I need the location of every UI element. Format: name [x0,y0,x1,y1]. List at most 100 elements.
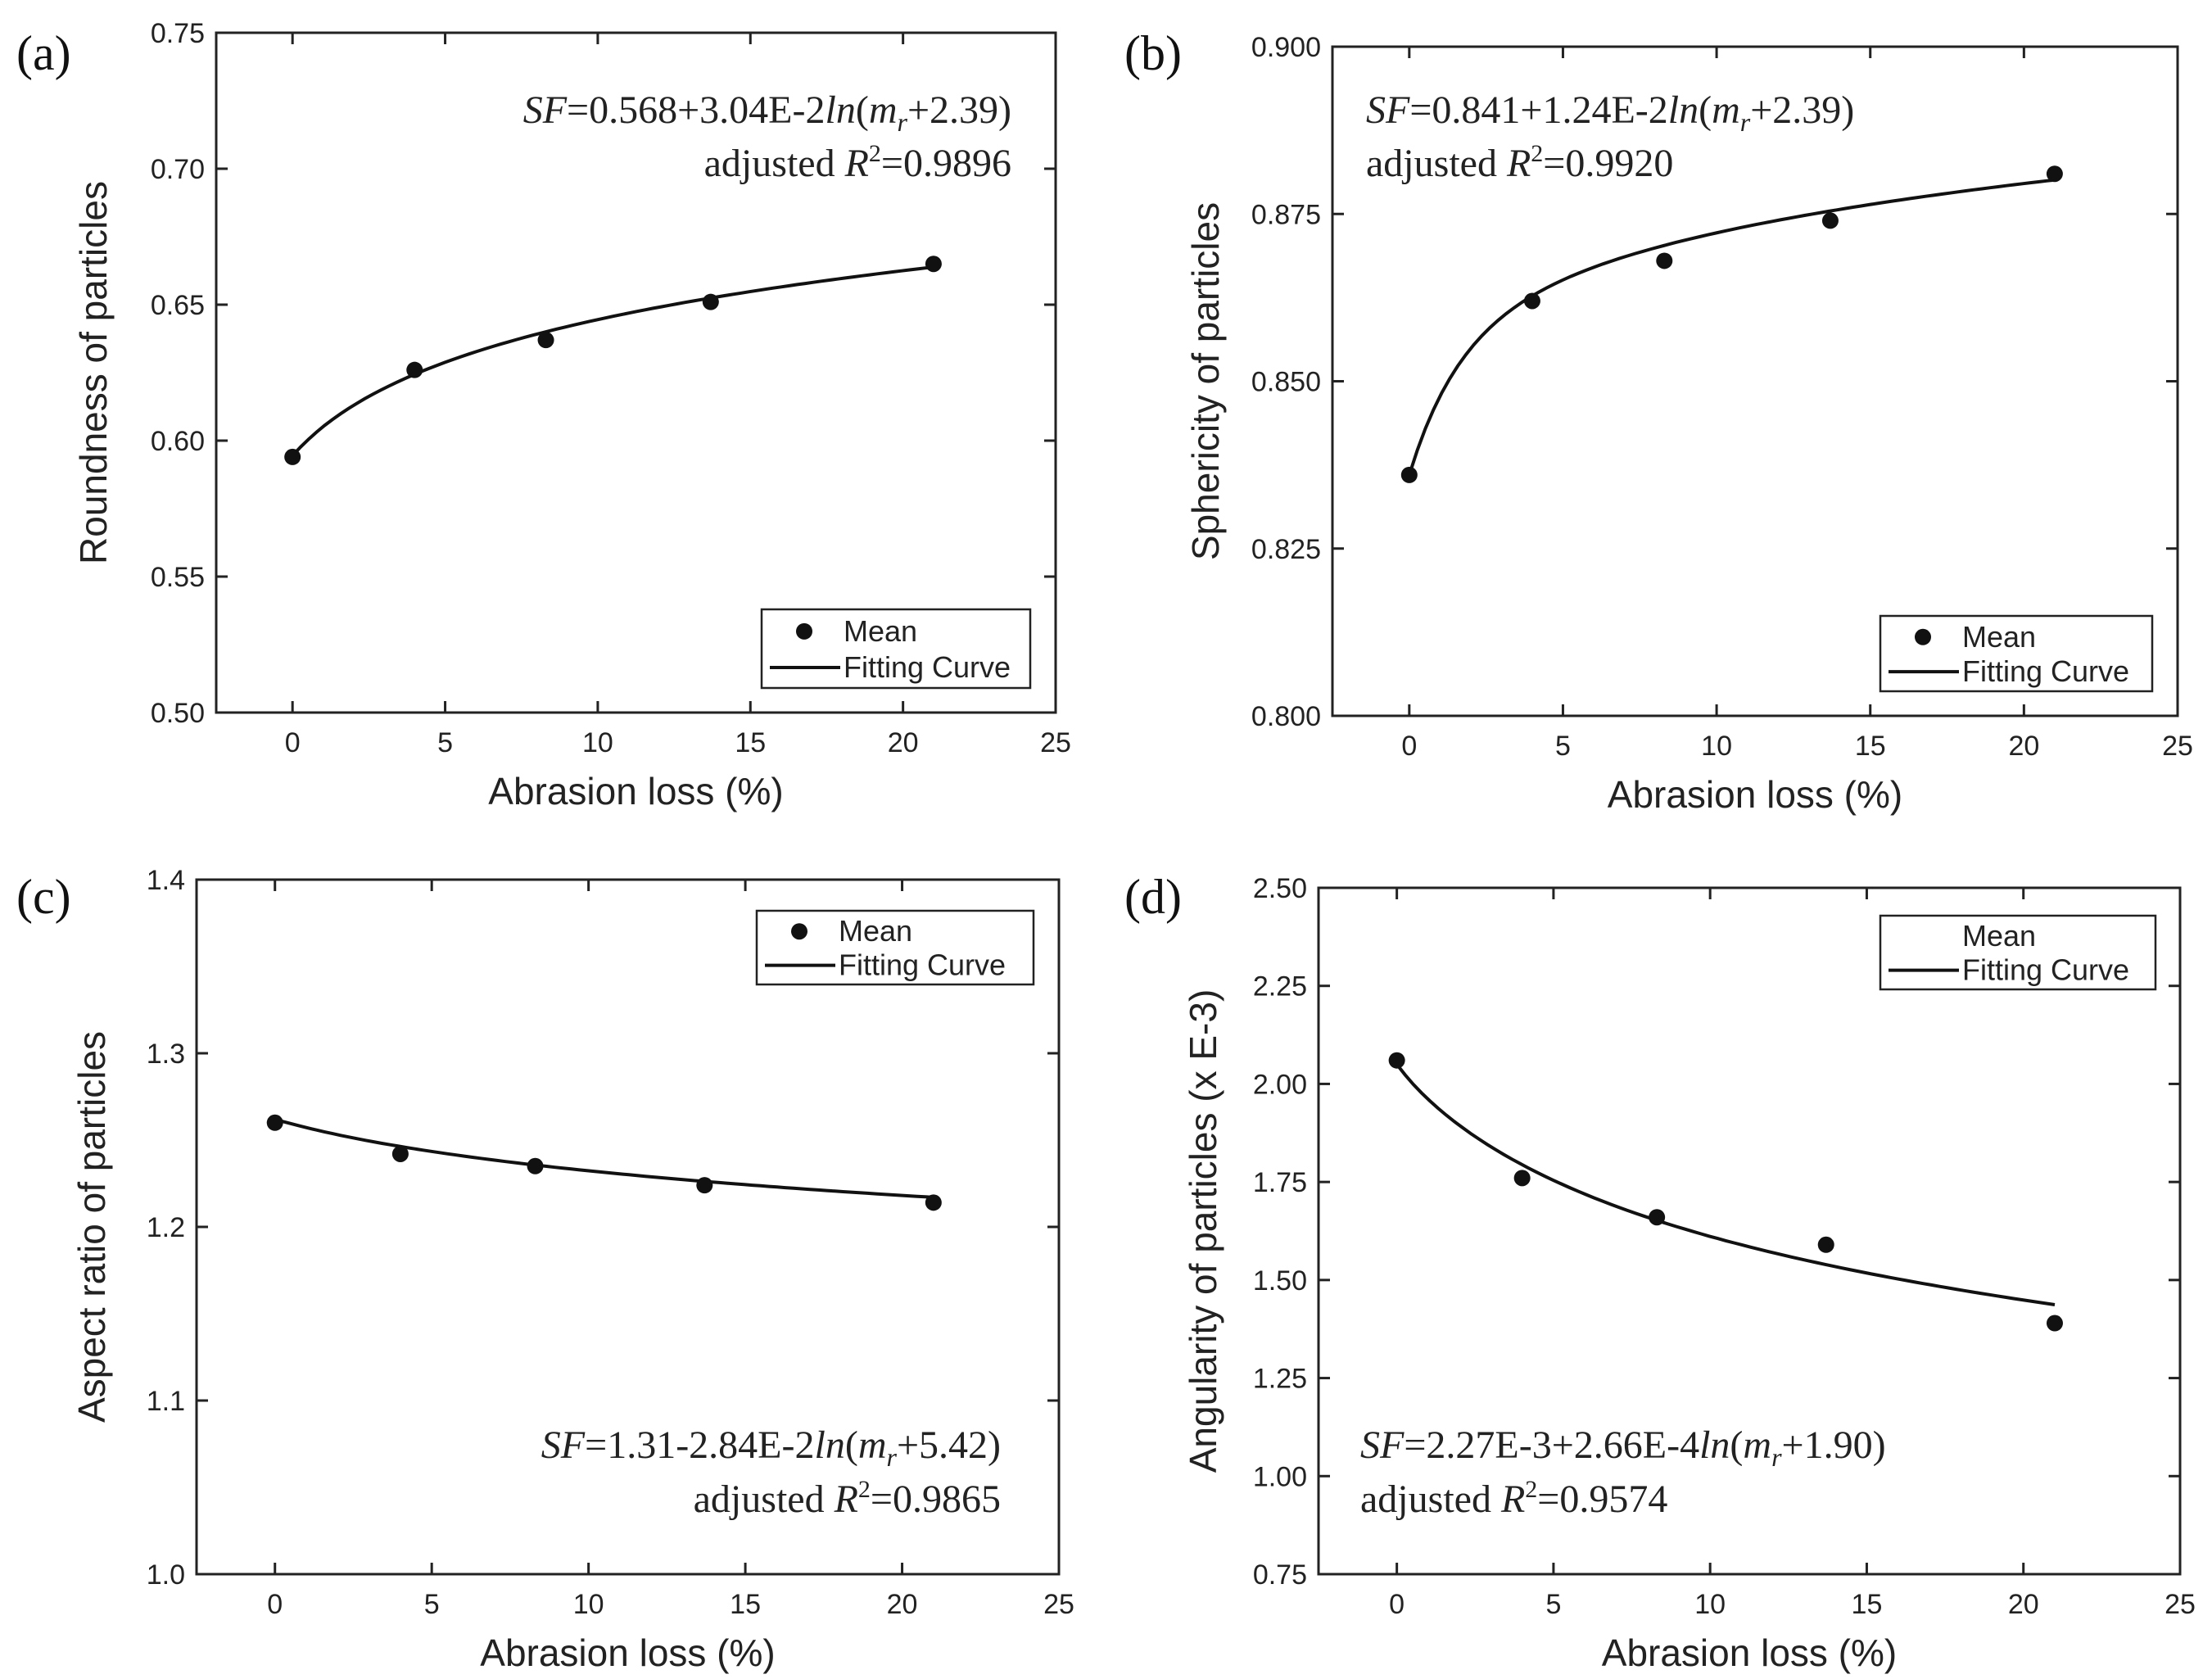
y-axis-title: Angularity of particles (x E-3) [1182,989,1224,1473]
y-tick-label: 0.75 [151,18,205,49]
y-tick-label: 2.50 [1253,873,1307,904]
legend-fit-label: Fitting Curve [1962,654,2129,688]
y-tick-label: 0.850 [1251,367,1321,398]
panel-3: (d) 0 5 10 15 20 25 0.75 1.00 1.25 1.50 1.75 2.00 2.2… [1124,870,2196,1674]
y-tick-label: 2.00 [1253,1069,1307,1100]
y-tick-label: 1.00 [1253,1461,1307,1492]
y-tick-label: 0.70 [151,154,205,185]
x-tick-label: 10 [573,1589,604,1620]
x-tick-label: 25 [1043,1589,1074,1620]
x-tick-label: 15 [1852,1589,1883,1620]
y-tick-label: 1.4 [147,865,185,896]
y-tick-label: 1.0 [147,1559,185,1591]
panel-label: (d) [1124,870,1182,924]
data-point [537,332,554,349]
legend-mean-label: Mean [1962,919,2036,953]
y-axis-title: Aspect ratio of particles [70,1031,113,1423]
legend-mean-label: Mean [844,614,917,648]
x-tick-label: 15 [1855,731,1886,762]
data-point [925,256,942,273]
x-tick-label: 20 [2008,1589,2039,1620]
y-tick-label: 1.2 [147,1212,185,1243]
data-point [1388,1052,1405,1069]
legend-fit-label: Fitting Curve [1962,953,2129,987]
fitting-curve [291,265,934,457]
y-tick-label: 1.25 [1253,1364,1307,1395]
x-tick-label: 10 [582,727,613,758]
legend-box [755,909,1035,986]
fitting-curve [274,1117,934,1199]
x-tick-label: 5 [1555,731,1571,762]
fitting-curve [1396,1063,2056,1306]
x-tick-label: 25 [2162,731,2193,762]
r-squared-text: adjusted R2=0.9574 [1360,1476,1667,1521]
legend-fit-label: Fitting Curve [844,650,1011,684]
equation-text: SF=0.841+1.24E-2ln(mr+2.39) [1366,88,1854,137]
r-squared-text: adjusted R2=0.9920 [1366,140,1673,185]
legend-marker [791,923,807,940]
x-tick-label: 10 [1694,1589,1726,1620]
r-squared-text: adjusted R2=0.9896 [704,140,1011,185]
legend-box [1879,614,2154,693]
legend-marker [796,622,812,640]
legend-fit-label: Fitting Curve [839,948,1006,982]
data-point [702,293,719,310]
panel-0: (a) 0 5 10 15 20 25 0.50 0.55 0.60 0.65 0.70 0.75 Abr… [16,18,1071,812]
equation-text: SF=2.27E-3+2.66E-4ln(mr+1.90) [1360,1423,1886,1472]
data-point [1400,466,1418,483]
x-tick-label: 20 [887,1589,918,1620]
y-tick-label: 0.75 [1253,1559,1307,1591]
plot-frame [1317,886,2182,1576]
y-tick-label: 0.55 [151,562,205,593]
legend-box [1879,914,2157,991]
data-point [527,1157,544,1174]
y-tick-label: 0.60 [151,426,205,457]
x-tick-label: 15 [730,1589,761,1620]
data-point [391,1145,409,1162]
r-squared-text: adjusted R2=0.9865 [694,1476,1001,1521]
data-point [266,1114,283,1131]
data-point [1513,1170,1531,1187]
x-tick-label: 0 [1401,731,1417,762]
y-tick-label: 1.3 [147,1039,185,1070]
y-tick-label: 0.800 [1251,701,1321,732]
x-tick-label: 5 [1545,1589,1561,1620]
y-tick-label: 0.65 [151,290,205,321]
x-tick-label: 0 [285,727,301,758]
legend-mean-label: Mean [839,914,912,948]
y-tick-label: 1.50 [1253,1265,1307,1297]
data-point [1656,252,1673,269]
y-tick-label: 0.825 [1251,534,1321,565]
data-point [2046,165,2063,183]
x-tick-label: 5 [424,1589,440,1620]
legend-box [760,608,1032,690]
legend-marker [1915,628,1931,645]
y-axis-title: Sphericity of particles [1184,202,1227,560]
data-point [1523,292,1540,310]
plot-frame [215,31,1057,714]
equation-text: SF=1.31-2.84E-2ln(mr+5.42) [541,1423,1001,1472]
y-tick-label: 0.875 [1251,199,1321,230]
panel-label: (b) [1124,26,1182,80]
panel-1: (b) 0 5 10 15 20 25 0.800 0.825 0.850 0.875 0.900 Ab… [1124,26,2193,816]
panel-2: (c) 0 5 10 15 20 25 1.0 1.1 1.2 1.3 1.4 Abrasion los… [16,865,1074,1674]
data-point [1649,1209,1666,1226]
x-tick-label: 10 [1701,731,1732,762]
x-axis-title: Abrasion loss (%) [488,770,783,812]
y-tick-label: 1.75 [1253,1167,1307,1198]
x-tick-label: 0 [1389,1589,1405,1620]
x-tick-label: 15 [735,727,766,758]
fitting-curve [1407,178,2056,476]
data-point [696,1177,713,1194]
x-tick-label: 0 [267,1589,283,1620]
data-point [925,1194,942,1211]
y-tick-label: 1.1 [147,1386,185,1417]
x-tick-label: 5 [437,727,453,758]
legend-mean-label: Mean [1962,620,2036,654]
x-tick-label: 20 [2008,731,2039,762]
data-point [284,448,301,465]
x-tick-label: 25 [1040,727,1071,758]
x-tick-label: 25 [2165,1589,2196,1620]
x-axis-title: Abrasion loss (%) [1602,1631,1897,1674]
